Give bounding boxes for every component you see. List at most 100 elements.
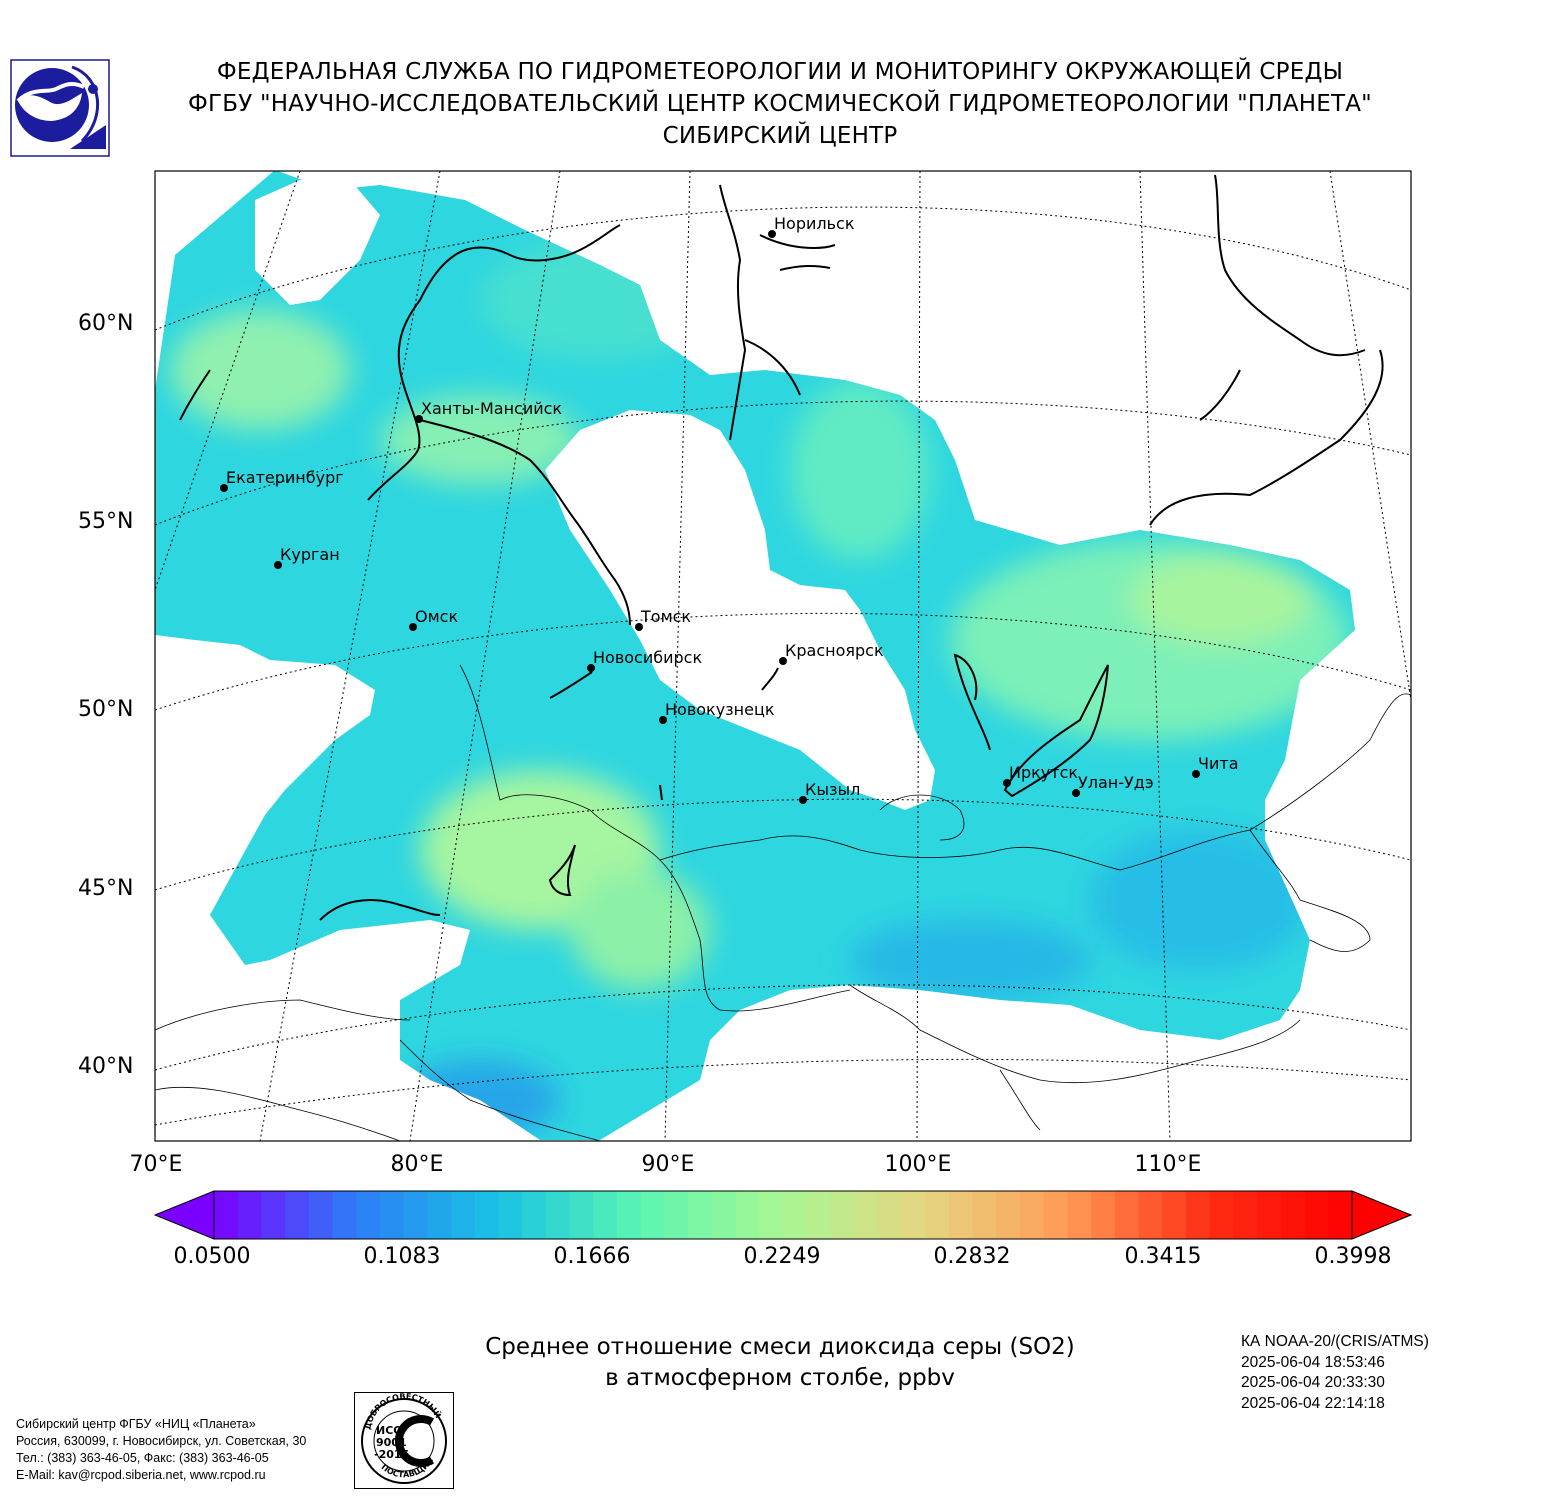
graticule	[155, 171, 1411, 1141]
colorbar-cell	[593, 1191, 618, 1239]
colorbar-cell	[664, 1191, 689, 1239]
lon-label-70: 70°E	[129, 1152, 183, 1177]
colorbar-cell	[427, 1191, 452, 1239]
header-line-3: СИБИРСКИЙ ЦЕНТР	[662, 123, 898, 149]
header-title: ФЕДЕРАЛЬНАЯ СЛУЖБА ПО ГИДРОМЕТЕОРОЛОГИИ …	[130, 56, 1430, 152]
city-marker	[415, 415, 423, 423]
colorbar-tick-1: 0.1083	[363, 1244, 441, 1269]
satellite-name: КА NOAA-20/(CRIS/ATMS)	[1241, 1333, 1429, 1350]
city-label: Улан-Удэ	[1078, 773, 1154, 792]
colorbar	[153, 1190, 1413, 1240]
colorbar-cell	[996, 1191, 1021, 1239]
colorbar-cell	[688, 1191, 713, 1239]
colorbar-max-arrow	[1351, 1190, 1413, 1240]
city-label: Новокузнецк	[665, 700, 775, 719]
colorbar-tick-6: 0.3998	[1314, 1244, 1392, 1269]
colorbar-cell	[403, 1191, 428, 1239]
lon-label-90: 90°E	[641, 1152, 695, 1177]
iso-label: ИСО	[376, 1424, 403, 1437]
city-label: Томск	[641, 607, 692, 626]
satellite-time-1: 2025-06-04 18:53:46	[1241, 1353, 1385, 1371]
lat-label-50: 50°N	[78, 697, 134, 722]
city-marker	[779, 657, 787, 665]
city-marker	[409, 623, 417, 631]
city-label: Красноярск	[785, 641, 884, 660]
colorbar-cell	[214, 1191, 239, 1239]
map-caption: Среднее отношение смеси диоксида серы (S…	[380, 1332, 1180, 1394]
colorbar-tick-5: 0.3415	[1124, 1244, 1202, 1269]
lat-label-40: 40°N	[78, 1054, 134, 1079]
city-label: Кызыл	[805, 780, 861, 799]
colorbar-cell	[522, 1191, 547, 1239]
colorbar-cell	[1043, 1191, 1069, 1239]
colorbar-cell	[285, 1191, 310, 1239]
lat-label-55: 55°N	[78, 509, 134, 534]
colorbar-cell	[1138, 1191, 1163, 1239]
city-marker	[659, 716, 667, 724]
colorbar-cell	[830, 1191, 855, 1239]
city-label: Омск	[415, 607, 459, 626]
colorbar-min-arrow	[153, 1190, 215, 1240]
colorbar-tick-2: 0.1666	[553, 1244, 631, 1269]
city-marker	[635, 623, 643, 631]
city-marker	[587, 664, 595, 672]
colorbar-tick-0: 0.0500	[173, 1244, 251, 1269]
colorbar-cell	[1209, 1191, 1235, 1239]
colorbar-tick-3: 0.2249	[743, 1244, 821, 1269]
colorbar-cell	[1280, 1191, 1306, 1239]
rivers-and-lakes	[179, 174, 1384, 921]
header-line-2: ФГБУ "НАУЧНО-ИССЛЕДОВАТЕЛЬСКИЙ ЦЕНТР КОС…	[188, 91, 1372, 117]
colorbar-cell	[451, 1191, 476, 1239]
lon-label-100: 100°E	[884, 1152, 952, 1177]
address-line-2: Россия, 630099, г. Новосибирск, ул. Сове…	[16, 1434, 307, 1448]
colorbar-cell	[1328, 1191, 1353, 1239]
lon-label-110: 110°E	[1134, 1152, 1202, 1177]
colorbar-cell	[783, 1191, 808, 1239]
colorbar-cell	[308, 1191, 334, 1239]
address-line-1: Сибирский центр ФГБУ «НИЦ «Планета»	[16, 1417, 256, 1431]
colorbar-cell	[1067, 1191, 1092, 1239]
colorbar-cell	[1162, 1191, 1187, 1239]
lat-label-60: 60°N	[78, 311, 134, 336]
colorbar-cell	[356, 1191, 381, 1239]
city-label: Чита	[1198, 754, 1239, 773]
colorbar-tick-4: 0.2832	[933, 1244, 1011, 1269]
satellite-time-3: 2025-06-04 22:14:18	[1241, 1394, 1385, 1412]
city-marker	[799, 796, 807, 804]
city-label: Курган	[280, 545, 340, 564]
colorbar-cell	[1233, 1191, 1258, 1239]
colorbar-cell	[545, 1191, 571, 1239]
header-line-1: ФЕДЕРАЛЬНАЯ СЛУЖБА ПО ГИДРОМЕТЕОРОЛОГИИ …	[216, 59, 1344, 85]
lon-label-80: 80°E	[390, 1152, 444, 1177]
city-marker	[1003, 779, 1011, 787]
colorbar-cell	[617, 1191, 642, 1239]
colorbar-cell	[569, 1191, 594, 1239]
iso-year: -2015	[374, 1448, 409, 1461]
address-line-4: E-Mail: kav@rcpod.siberia.net, www.rcpod…	[16, 1468, 266, 1482]
colorbar-cell	[806, 1191, 832, 1239]
city-label: Екатеринбург	[226, 468, 344, 487]
colorbar-cell	[1304, 1191, 1329, 1239]
satellite-info: КА NOAA-20/(CRIS/ATMS) 2025-06-04 18:53:…	[1241, 1332, 1429, 1414]
map-panel	[154, 170, 1412, 1142]
country-borders	[155, 664, 1411, 1141]
city-marker	[220, 484, 228, 492]
colorbar-cell	[640, 1191, 666, 1239]
colorbar-cell	[711, 1191, 737, 1239]
colorbar-cell	[948, 1191, 974, 1239]
colorbar-cell	[1114, 1191, 1140, 1239]
city-label: Ханты-Мансийск	[421, 399, 563, 418]
city-label: Иркутск	[1009, 763, 1079, 782]
iso-9001-stamp: ДОБРОСОВЕСТНЫЙ ПОСТАВЩИК ИСО 9001 -2015	[354, 1392, 454, 1489]
colorbar-cell	[1020, 1191, 1045, 1239]
colorbar-cell	[759, 1191, 784, 1239]
city-marker	[274, 561, 282, 569]
caption-line-1: Среднее отношение смеси диоксида серы (S…	[485, 1334, 1075, 1360]
colorbar-cell	[925, 1191, 950, 1239]
colorbar-cell	[498, 1191, 523, 1239]
colorbar-cell	[877, 1191, 903, 1239]
colorbar-cells	[214, 1191, 1353, 1239]
address-line-3: Тел.: (383) 363-46-05, Факс: (383) 363-4…	[16, 1451, 269, 1465]
colorbar-cell	[1257, 1191, 1282, 1239]
city-marker	[1072, 789, 1080, 797]
